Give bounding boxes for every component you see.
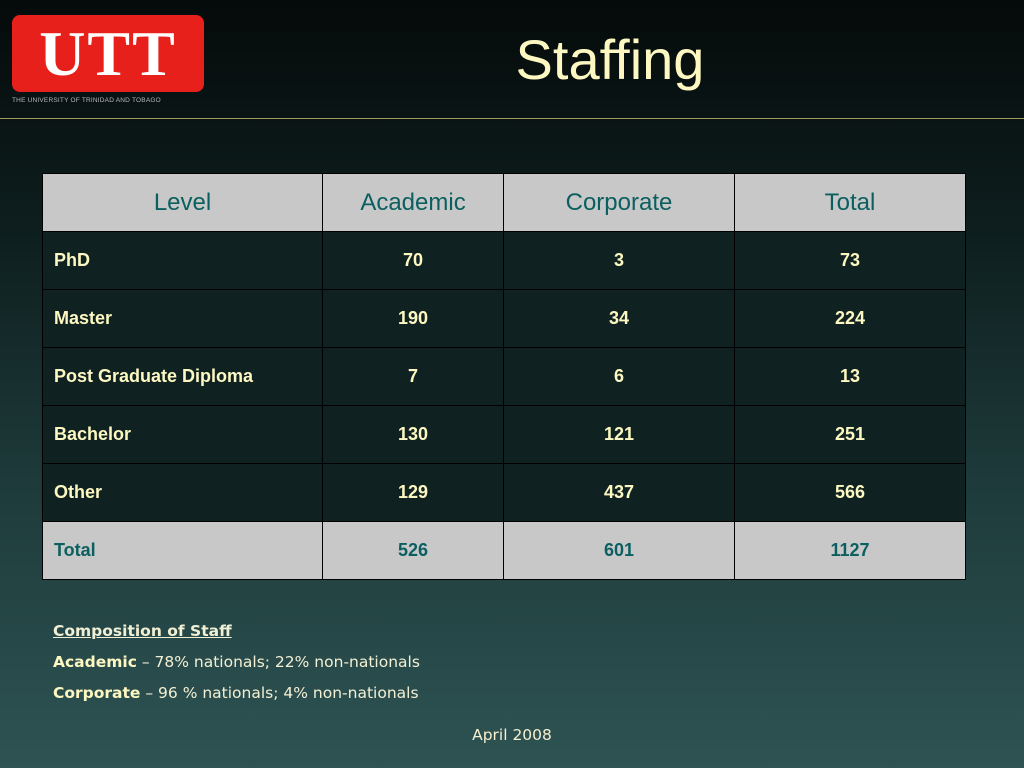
corporate-cell: 437 (503, 463, 735, 522)
table-row: Bachelor 130 121 251 (42, 405, 966, 464)
table-header-row: Level Academic Corporate Total (42, 173, 966, 232)
level-cell: PhD (42, 231, 323, 290)
table-row: Other 129 437 566 (42, 463, 966, 522)
academic-cell: 129 (322, 463, 504, 522)
academic-composition-line: Academic – 78% nationals; 22% non-nation… (53, 653, 420, 684)
corporate-cell: 121 (503, 405, 735, 464)
table-row: Master 190 34 224 (42, 289, 966, 348)
total-cell: 566 (734, 463, 966, 522)
staffing-table: Level Academic Corporate Total PhD 70 3 … (42, 173, 966, 580)
corporate-composition-text: – 96 % nationals; 4% non-nationals (140, 684, 419, 702)
logo-text: UTT (39, 17, 177, 89)
academic-cell: 190 (322, 289, 504, 348)
academic-cell: 526 (322, 521, 504, 580)
column-header-total: Total (734, 173, 966, 232)
corporate-cell: 6 (503, 347, 735, 406)
total-cell: 251 (734, 405, 966, 464)
level-cell: Total (42, 521, 323, 580)
title-divider (0, 118, 1024, 119)
corporate-cell: 34 (503, 289, 735, 348)
level-cell: Post Graduate Diploma (42, 347, 323, 406)
level-cell: Master (42, 289, 323, 348)
footer-date: April 2008 (472, 726, 552, 744)
academic-label: Academic (53, 653, 137, 671)
column-header-academic: Academic (322, 173, 504, 232)
total-cell: 224 (734, 289, 966, 348)
corporate-cell: 3 (503, 231, 735, 290)
level-cell: Bachelor (42, 405, 323, 464)
column-header-corporate: Corporate (503, 173, 735, 232)
academic-composition-text: – 78% nationals; 22% non-nationals (136, 653, 420, 671)
total-cell: 1127 (734, 521, 966, 580)
corporate-label: Corporate (53, 684, 141, 702)
total-cell: 13 (734, 347, 966, 406)
corporate-composition-line: Corporate – 96 % nationals; 4% non-natio… (53, 684, 420, 715)
table-row: PhD 70 3 73 (42, 231, 966, 290)
composition-notes: Composition of Staff Academic – 78% nati… (53, 622, 420, 715)
academic-cell: 70 (322, 231, 504, 290)
composition-heading: Composition of Staff (53, 622, 232, 640)
utt-logo: UTT (12, 15, 204, 92)
table-total-row: Total 526 601 1127 (42, 521, 966, 580)
slide-title: Staffing (515, 28, 705, 91)
table-row: Post Graduate Diploma 7 6 13 (42, 347, 966, 406)
academic-cell: 130 (322, 405, 504, 464)
corporate-cell: 601 (503, 521, 735, 580)
column-header-level: Level (42, 173, 323, 232)
total-cell: 73 (734, 231, 966, 290)
logo-caption: THE UNIVERSITY OF TRINIDAD AND TOBAGO (12, 97, 161, 104)
academic-cell: 7 (322, 347, 504, 406)
level-cell: Other (42, 463, 323, 522)
